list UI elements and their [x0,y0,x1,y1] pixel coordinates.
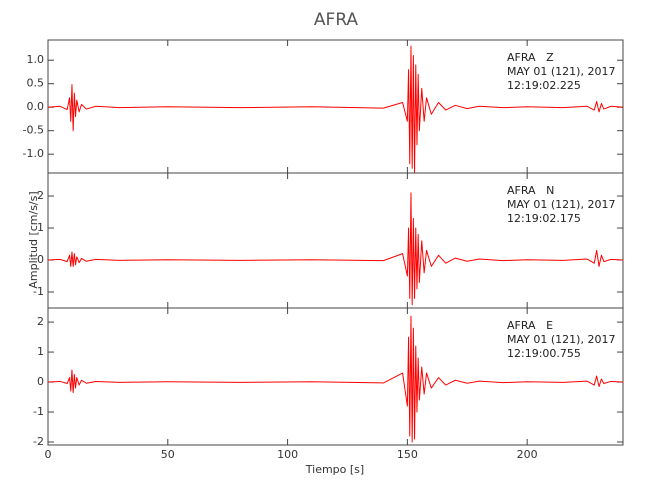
x-tick-label: 150 [397,448,418,461]
x-tick-label: 100 [277,448,298,461]
y-tick-label: -1 [33,405,44,418]
y-tick-label: -2 [33,435,44,448]
y-tick-label: -1 [33,285,44,298]
y-tick-label: 0 [37,253,44,266]
waveform [47,192,624,306]
x-axis-label: Tiempo [s] [305,463,364,476]
y-tick-label: 0.0 [27,100,45,113]
waveform [47,45,624,174]
annotation: 12:19:02.225 [507,79,581,92]
annotation: 12:19:02.175 [507,212,581,225]
annotation: MAY 01 (121), 2017 [507,198,615,211]
y-tick-label: 1.0 [27,53,45,66]
chart-title: AFRA [314,10,359,30]
x-tick-label: 0 [45,448,52,461]
y-tick-label: 2 [37,315,44,328]
y-tick-label: -1.0 [23,147,44,160]
annotation: 12:19:00.755 [507,347,581,360]
panel-frame [47,307,624,446]
y-tick-label: 1 [37,221,44,234]
x-tick-label: 200 [517,448,538,461]
y-axis-label: Amplitud [cm/s/s] [27,191,40,288]
waveform [47,315,624,443]
y-tick-label: 2 [37,189,44,202]
annotation: MAY 01 (121), 2017 [507,65,615,78]
y-tick-label: 0.5 [27,77,45,90]
y-tick-label: -0.5 [23,124,44,137]
annotation: AFRA N [507,184,554,197]
x-tick-label: 50 [161,448,175,461]
annotation: AFRA Z [507,51,554,64]
y-tick-label: 0 [37,375,44,388]
annotation: MAY 01 (121), 2017 [507,333,615,346]
y-tick-label: 1 [37,345,44,358]
annotation: AFRA E [507,319,553,332]
